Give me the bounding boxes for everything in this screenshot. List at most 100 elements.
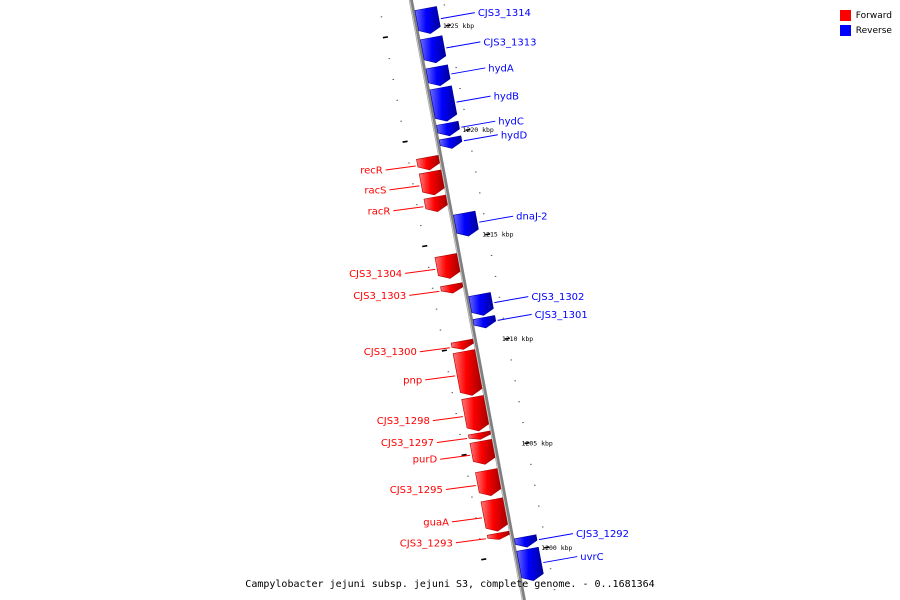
gene-arrow-cjs3-1313[interactable] (420, 35, 447, 64)
gene-label-hydd[interactable]: hydD (501, 130, 528, 141)
gene-label-cjs3-1300[interactable]: CJS3_1300 (364, 347, 417, 358)
gene-label-cjs3-1303[interactable]: CJS3_1303 (353, 291, 406, 302)
gene-arrow-recr[interactable] (416, 154, 440, 171)
gene-arrow-cjs3-1301[interactable] (472, 315, 497, 329)
gene-label-guaa[interactable]: guaA (423, 517, 449, 528)
gene-arrow-cjs3-1304[interactable] (434, 253, 461, 279)
genome-axis (408, 0, 526, 600)
gene-label-cjs3-1297[interactable]: CJS3_1297 (381, 438, 434, 449)
gene-arrow-cjs3-1292[interactable] (514, 534, 538, 548)
axis-tick (441, 349, 448, 352)
gene-leader-line (409, 290, 440, 296)
gene-leader-line (446, 41, 481, 49)
gene-arrow-cjs3-1297[interactable] (468, 430, 491, 440)
gene-label-cjs3-1301[interactable]: CJS3_1301 (535, 310, 588, 321)
gene-leader-line (393, 206, 424, 212)
gene-arrow-racr[interactable] (423, 194, 448, 212)
axis-tick (524, 441, 530, 445)
forward-swatch (839, 10, 851, 21)
gene-label-racs[interactable]: racS (364, 185, 386, 196)
gene-leader-line (425, 375, 456, 381)
gene-leader-line (389, 185, 420, 191)
gene-arrow-racs[interactable] (418, 169, 445, 196)
gene-label-cjs3-1314[interactable]: CJS3_1314 (478, 8, 531, 19)
gene-arrow-hyda[interactable] (425, 64, 451, 87)
gene-label-cjs3-1292[interactable]: CJS3_1292 (576, 529, 629, 540)
gene-arrow-cjs3-1298[interactable] (461, 395, 490, 432)
gene-leader-line (497, 313, 532, 321)
axis-tick (382, 36, 389, 39)
gene-arrow-purd[interactable] (469, 438, 496, 465)
gene-leader-line (463, 134, 498, 142)
axis-tick-label: 1225 kbp (443, 22, 474, 30)
gene-arrow-cjs3-1295[interactable] (475, 468, 502, 496)
legend-forward: Forward (839, 8, 892, 23)
axis-tick (445, 24, 451, 27)
axis-tick (402, 140, 408, 143)
gene-leader-line (440, 12, 475, 20)
gene-leader-line (479, 215, 514, 223)
gene-leader-line (455, 538, 486, 544)
axis-tick (481, 558, 487, 561)
gene-label-cjs3-1293[interactable]: CJS3_1293 (400, 538, 453, 549)
gene-arrow-cjs3-1314[interactable] (414, 6, 441, 34)
gene-leader-line (451, 67, 486, 75)
legend-reverse: Reverse (839, 23, 892, 38)
gene-leader-line (385, 165, 416, 171)
gene-label-purd[interactable]: purD (413, 455, 438, 466)
axis-tick-label: 1210 kbp (502, 335, 533, 343)
axis-tick (485, 233, 491, 236)
axis-tick (461, 453, 467, 457)
axis-tick-label: 1200 kbp (541, 544, 572, 552)
gene-label-uvrc[interactable]: uvrC (580, 552, 603, 563)
gene-label-cjs3-1298[interactable]: CJS3_1298 (377, 416, 430, 427)
gene-arrow-pnp[interactable] (452, 349, 483, 396)
legend-forward-label: Forward (855, 10, 892, 21)
axis-tick (422, 244, 428, 248)
gene-label-cjs3-1313[interactable]: CJS3_1313 (483, 37, 536, 48)
axis-tick (465, 128, 471, 132)
genome-axis-highlight (409, 0, 524, 600)
gene-arrow-hydb[interactable] (429, 85, 458, 122)
gene-arrow-uvrc[interactable] (516, 546, 544, 581)
gene-label-cjs3-1295[interactable]: CJS3_1295 (390, 485, 443, 496)
reverse-swatch (839, 25, 851, 36)
axis-tick-label: 1205 kbp (522, 439, 553, 447)
gene-label-racr[interactable]: racR (368, 206, 391, 217)
gene-leader-line (494, 296, 529, 304)
gene-leader-line (419, 347, 450, 353)
gene-label-pnp[interactable]: pnp (403, 375, 422, 386)
legend: Forward Reverse (839, 8, 892, 38)
gene-arrow-dnaj-2[interactable] (453, 210, 479, 237)
gene-label-recr[interactable]: recR (360, 166, 383, 177)
axis-tick-label: 1215 kbp (482, 231, 513, 239)
gene-arrow-guaa[interactable] (480, 497, 508, 532)
gene-label-hydb[interactable]: hydB (494, 92, 520, 103)
gene-leader-line (440, 454, 471, 460)
legend-reverse-label: Reverse (855, 25, 892, 36)
gene-leader-line (436, 438, 468, 444)
gene-label-hydc[interactable]: hydC (498, 117, 524, 128)
gene-leader-line (461, 120, 496, 128)
gene-leader-line (432, 416, 463, 422)
gene-label-hyda[interactable]: hydA (488, 63, 514, 74)
gene-arrow-cjs3-1293[interactable] (486, 530, 510, 540)
axis-tick (543, 546, 550, 549)
gene-leader-line (451, 517, 483, 523)
gene-leader-line (405, 268, 436, 274)
gene-arrow-cjs3-1300[interactable] (450, 338, 474, 350)
gene-arrow-cjs3-1302[interactable] (468, 292, 494, 316)
gene-leader-line (538, 533, 574, 541)
gene-label-cjs3-1302[interactable]: CJS3_1302 (531, 292, 584, 303)
gene-arrow-cjs3-1303[interactable] (440, 282, 464, 294)
axis-tick (504, 337, 510, 340)
axis-tick-label: 1220 kbp (463, 126, 494, 134)
gene-leader-line (543, 556, 578, 564)
gene-arrow-hydd[interactable] (438, 135, 463, 149)
gene-arrow-hydc[interactable] (436, 120, 460, 137)
gene-label-dnaj-2[interactable]: dnaJ-2 (516, 212, 547, 223)
genome-caption: Campylobacter jejuni subsp. jejuni S3, c… (245, 579, 655, 590)
gene-label-cjs3-1304[interactable]: CJS3_1304 (349, 269, 402, 280)
gene-leader-line (456, 95, 491, 103)
